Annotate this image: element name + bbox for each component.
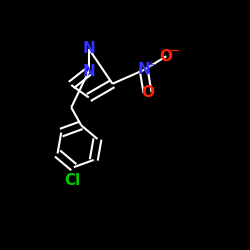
Text: N: N (82, 41, 95, 56)
Text: N: N (138, 62, 150, 78)
Text: −: − (170, 45, 180, 58)
Text: Cl: Cl (64, 174, 81, 188)
Text: O: O (160, 49, 173, 64)
Text: +: + (146, 60, 154, 70)
Text: N: N (82, 64, 95, 79)
Text: O: O (141, 85, 154, 100)
